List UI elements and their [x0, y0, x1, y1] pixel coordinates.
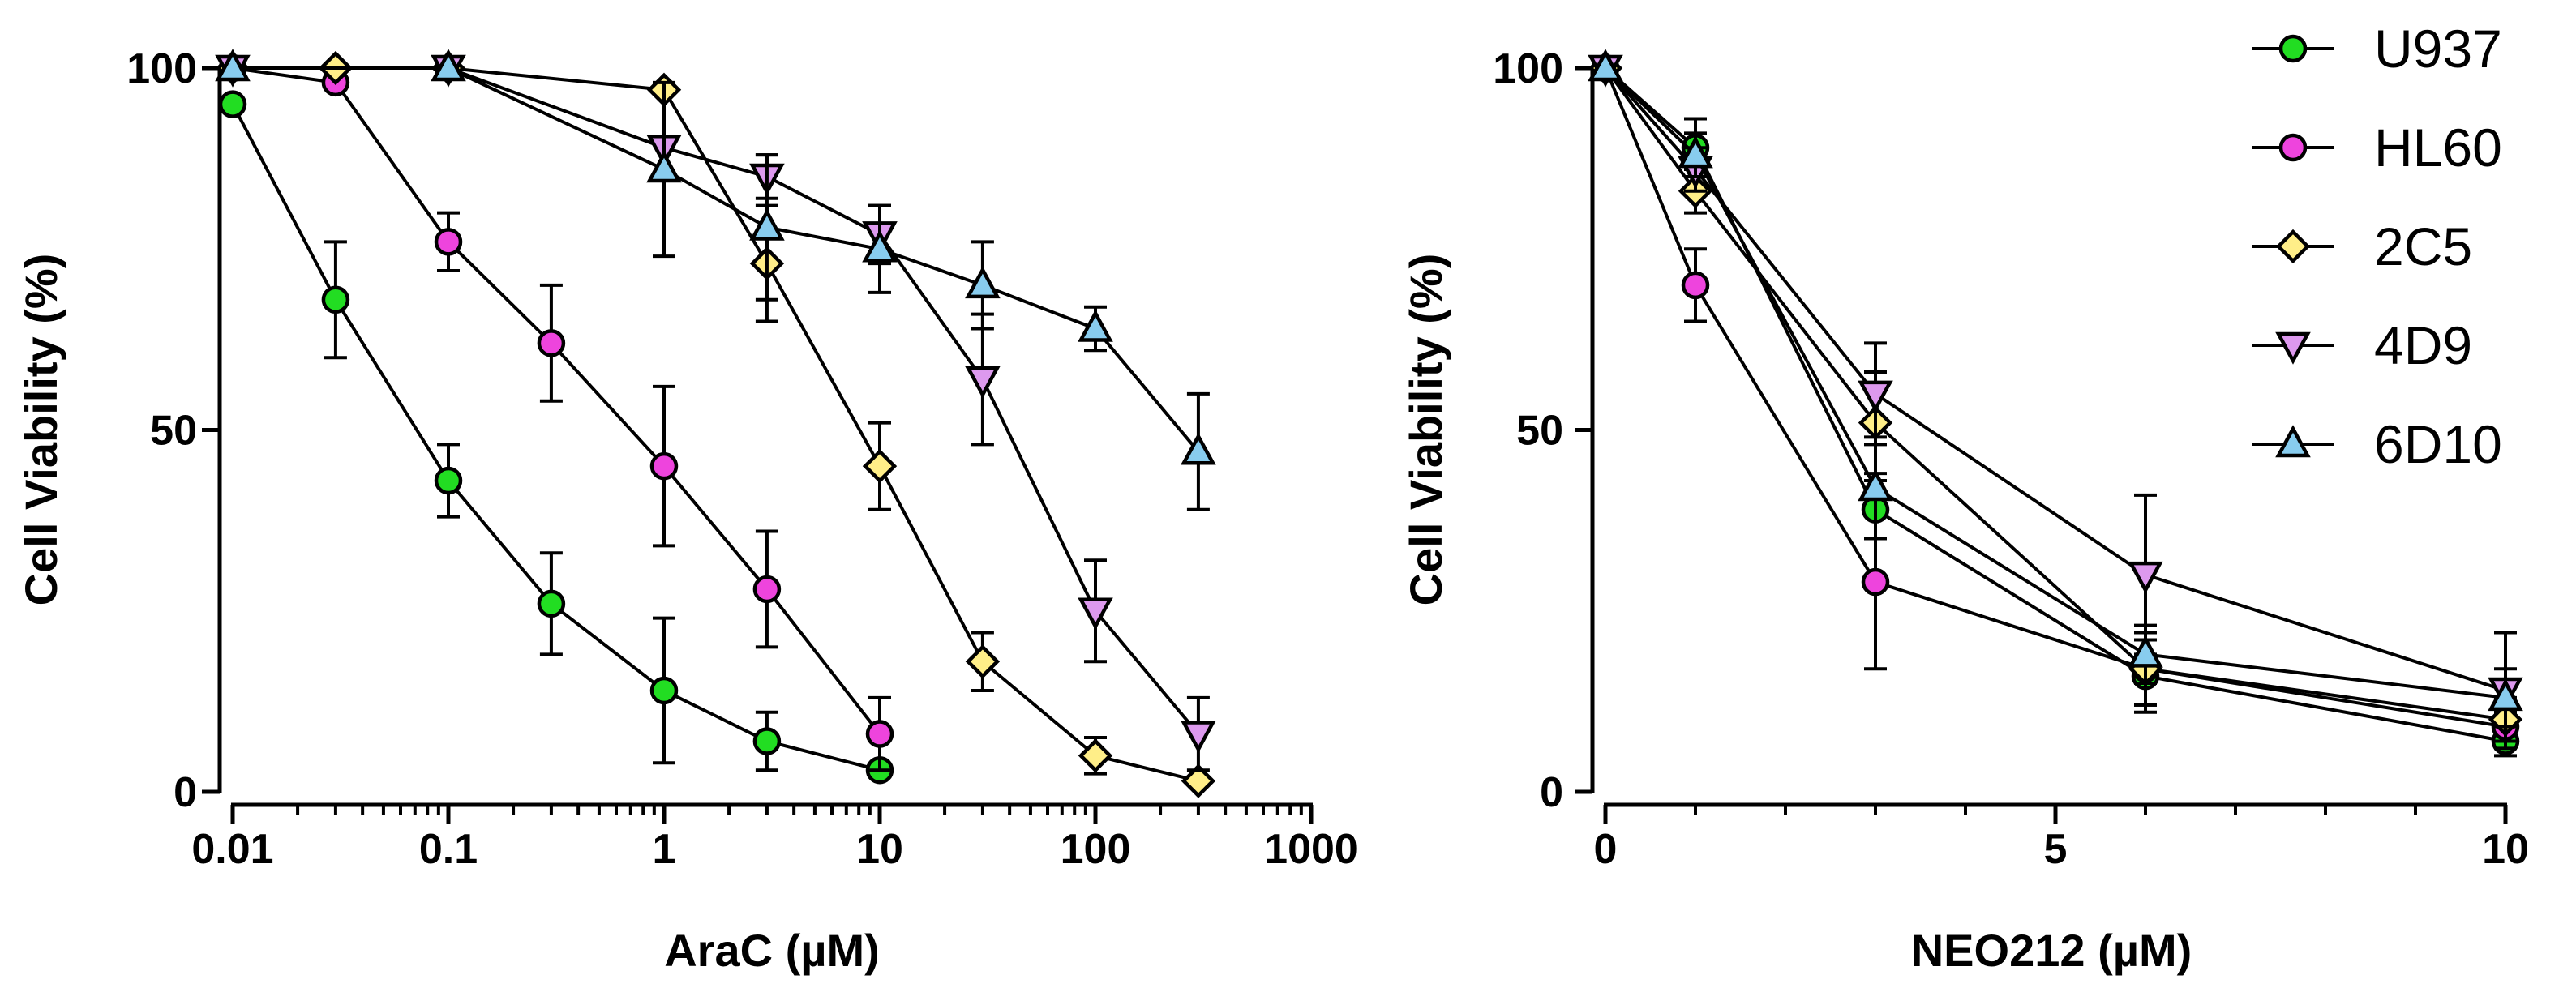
data-point-hl60	[1681, 271, 1710, 300]
x-tick-label: 1000	[1264, 826, 1358, 873]
y-tick-label: 0	[1540, 769, 1563, 816]
series-line-4d9	[233, 66, 1200, 735]
y-tick-label: 50	[150, 408, 197, 455]
data-point-4d9	[2128, 561, 2163, 594]
data-point-6d10	[965, 266, 1001, 299]
legend-marker-6d10	[2275, 425, 2311, 458]
data-point-6d10	[215, 49, 251, 82]
x-axis-title: NEO212 (µM)	[1911, 925, 2192, 976]
series-line-6d10	[1604, 66, 2506, 699]
series-4d9	[215, 54, 1216, 772]
x-tick-label: 10	[856, 826, 903, 873]
data-point-4d9	[965, 366, 1001, 399]
x-axis-title: AraC (µM)	[664, 925, 880, 976]
data-point-6d10	[862, 229, 898, 263]
legend: U937 HL60 2C5 4D9 6D10	[2252, 19, 2502, 474]
x-tick-label: 100	[1061, 826, 1131, 873]
data-point-2c5	[1078, 738, 1113, 773]
data-point-4d9	[1858, 380, 1893, 413]
data-point-hl60	[752, 575, 782, 604]
y-tick-label: 100	[1493, 45, 1563, 92]
data-point-u937	[649, 676, 679, 705]
series-6d10	[1588, 49, 2523, 729]
data-point-6d10	[2128, 635, 2163, 668]
data-point-6d10	[431, 49, 466, 82]
legend-entry-hl60: HL60	[2252, 118, 2502, 177]
legend-marker-hl60	[2278, 133, 2308, 162]
legend-marker-u937	[2278, 34, 2308, 63]
data-point-4d9	[1181, 721, 1216, 754]
y-tick-label: 0	[174, 769, 197, 816]
data-point-u937	[218, 90, 247, 118]
y-tick-label: 100	[126, 45, 197, 92]
data-point-hl60	[865, 720, 894, 748]
legend-label: HL60	[2374, 118, 2502, 177]
data-point-6d10	[1588, 49, 1623, 82]
y-axis-title: Cell Viability (%)	[1400, 254, 1451, 606]
panel-1: 0 50 100 0.01 0.1 1 10 100 1000 AraC (µM) Cell Via…	[15, 45, 1358, 976]
x-tick-label: 5	[2044, 826, 2068, 873]
series-2c5	[215, 50, 1216, 798]
data-point-2c5	[965, 644, 1001, 679]
legend-label: U937	[2374, 19, 2502, 79]
x-tick-label: 0	[1594, 826, 1618, 873]
legend-marker-2c5	[2275, 229, 2311, 264]
data-point-u937	[752, 727, 782, 755]
y-tick-label: 50	[1516, 408, 1563, 455]
data-point-2c5	[862, 448, 898, 484]
data-point-hl60	[434, 228, 463, 256]
data-point-6d10	[1078, 309, 1113, 342]
legend-entry-u937: U937	[2252, 19, 2502, 79]
y-axis-title: Cell Viability (%)	[15, 254, 66, 606]
data-point-hl60	[1861, 567, 1890, 597]
x-tick-label: 1	[653, 826, 676, 873]
data-point-4d9	[1078, 597, 1113, 631]
data-point-u937	[537, 589, 566, 618]
data-point-6d10	[646, 150, 682, 183]
data-point-6d10	[1858, 468, 1893, 502]
data-point-6d10	[749, 207, 785, 241]
data-point-hl60	[649, 451, 679, 481]
data-point-hl60	[537, 329, 566, 357]
series-line-hl60	[1604, 67, 2506, 729]
series-u937	[218, 90, 894, 785]
data-point-6d10	[1678, 135, 1713, 169]
x-tick-label: 0.01	[191, 826, 273, 873]
series-line-2c5	[233, 66, 1199, 783]
series-line-6d10	[233, 66, 1200, 453]
data-point-6d10	[2488, 678, 2523, 712]
legend-label: 6D10	[2374, 414, 2502, 474]
data-point-2c5	[1181, 763, 1216, 798]
legend-label: 4D9	[2374, 315, 2472, 375]
x-tick-label: 10	[2482, 826, 2529, 873]
data-point-u937	[434, 466, 463, 495]
x-tick-label: 0.1	[419, 826, 478, 873]
legend-label: 2C5	[2374, 216, 2472, 276]
series-6d10	[215, 49, 1216, 511]
legend-entry-6d10: 6D10	[2252, 414, 2502, 474]
data-point-6d10	[1181, 432, 1216, 465]
legend-marker-4d9	[2275, 331, 2311, 365]
legend-entry-4d9: 4D9	[2252, 315, 2472, 375]
data-point-u937	[321, 285, 350, 314]
series-hl60	[218, 53, 894, 772]
series-line-u937	[231, 103, 881, 772]
panel-2: 0 50 100 0 5 10 NEO212 (µM) Cell Viability (%)	[1400, 45, 2529, 976]
legend-entry-2c5: 2C5	[2252, 216, 2472, 276]
